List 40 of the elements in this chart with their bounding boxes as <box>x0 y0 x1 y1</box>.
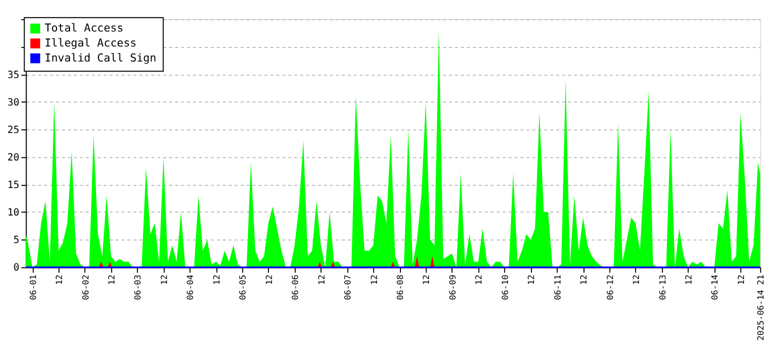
x-tick-label: 12 <box>54 274 64 285</box>
x-tick-label: 12 <box>736 274 746 285</box>
x-tick-label: 06-14 <box>710 274 720 300</box>
x-tick-label: 06-02 <box>80 274 90 300</box>
legend-label: Illegal Access <box>44 36 137 50</box>
x-tick-label: 06-05 <box>238 274 248 300</box>
y-tick-label: 5 <box>13 235 20 246</box>
legend-label: Invalid Call Sign <box>44 51 156 64</box>
x-tick-label: 2025-06-14 21 <box>756 274 766 341</box>
x-tick-label: 12 <box>474 274 484 285</box>
x-tick-label: 06-12 <box>604 274 615 300</box>
x-tick-label: 12 <box>368 274 379 285</box>
x-tick-label: 12 <box>158 274 169 285</box>
x-tick-label: 12 <box>316 274 326 285</box>
y-tick-label: 30 <box>7 97 20 108</box>
x-tick-label: 12 <box>211 274 222 285</box>
x-tick-label: 12 <box>421 274 432 285</box>
x-tick-label: 06-06 <box>290 274 300 300</box>
x-tick-label: 12 <box>578 274 589 285</box>
x-tick-label: 12 <box>684 274 694 285</box>
x-tick-label: 06-07 <box>342 274 353 300</box>
y-tick-label: 25 <box>7 124 20 136</box>
x-tick-label: 06-03 <box>132 274 143 300</box>
y-tick-label: 10 <box>7 208 20 219</box>
x-tick-label: 12 <box>526 274 536 285</box>
x-tick-label: 12 <box>631 274 642 285</box>
legend-label: Total Access <box>44 22 124 35</box>
x-tick-label: 06-09 <box>447 274 458 300</box>
x-tick-label: 12 <box>106 274 117 285</box>
y-tick-label: 20 <box>7 152 20 164</box>
y-tick-label: 35 <box>7 70 20 81</box>
x-tick-label: 06-04 <box>185 274 196 300</box>
x-tick-label: 06-10 <box>500 274 510 300</box>
x-tick-label: 12 <box>264 274 274 285</box>
y-tick-label: 15 <box>7 180 20 192</box>
y-tick-label: 0 <box>13 262 20 274</box>
x-tick-label: 06-08 <box>395 274 406 300</box>
x-tick-label: 06-11 <box>552 274 562 300</box>
x-tick-label: 06-13 <box>657 274 668 300</box>
x-tick-label: 06-01 <box>28 274 38 300</box>
